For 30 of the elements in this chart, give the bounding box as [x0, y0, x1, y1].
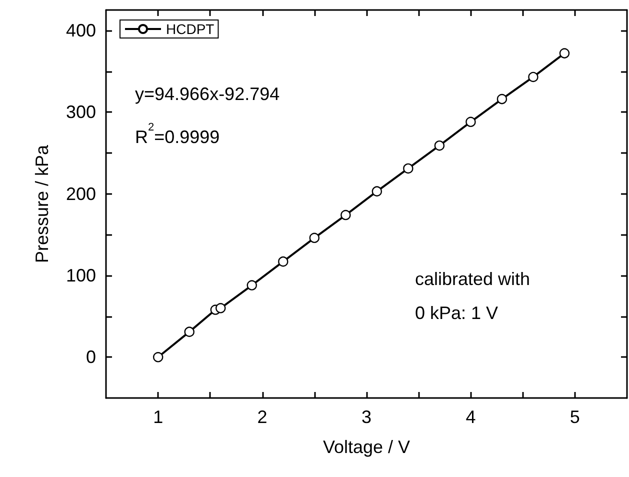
point — [246, 280, 257, 290]
point — [216, 303, 226, 314]
point — [372, 186, 382, 196]
point — [496, 94, 508, 104]
y-tick-label: 300 — [66, 102, 96, 122]
y-tick-label: 0 — [86, 347, 96, 368]
point — [278, 256, 288, 267]
annotation: 0 kPa: 1 V — [415, 303, 498, 323]
point — [153, 352, 164, 362]
legend-label: HCDPT — [166, 21, 215, 37]
point — [403, 163, 414, 174]
annotation: y=94.966x-92.794 — [135, 84, 280, 104]
x-tick-label: 2 — [257, 407, 268, 427]
point — [340, 210, 351, 220]
annotation: calibrated with — [415, 269, 530, 289]
y-tick-label: 100 — [66, 265, 96, 286]
x-tick-label: 5 — [570, 407, 580, 427]
y-tick-label: 400 — [66, 20, 96, 40]
point — [184, 326, 194, 337]
x-axis-title: Voltage / V — [322, 437, 410, 457]
y-tick-label: 200 — [66, 184, 96, 204]
point — [466, 116, 476, 128]
point — [434, 140, 445, 151]
point — [528, 72, 538, 82]
x-tick-label: 1 — [153, 407, 164, 427]
y-axis-title: Pressure / kPa — [32, 144, 52, 264]
point — [309, 232, 320, 243]
point — [559, 48, 570, 58]
x-tick-label: 4 — [466, 407, 476, 427]
x-tick-label: 3 — [361, 407, 372, 427]
